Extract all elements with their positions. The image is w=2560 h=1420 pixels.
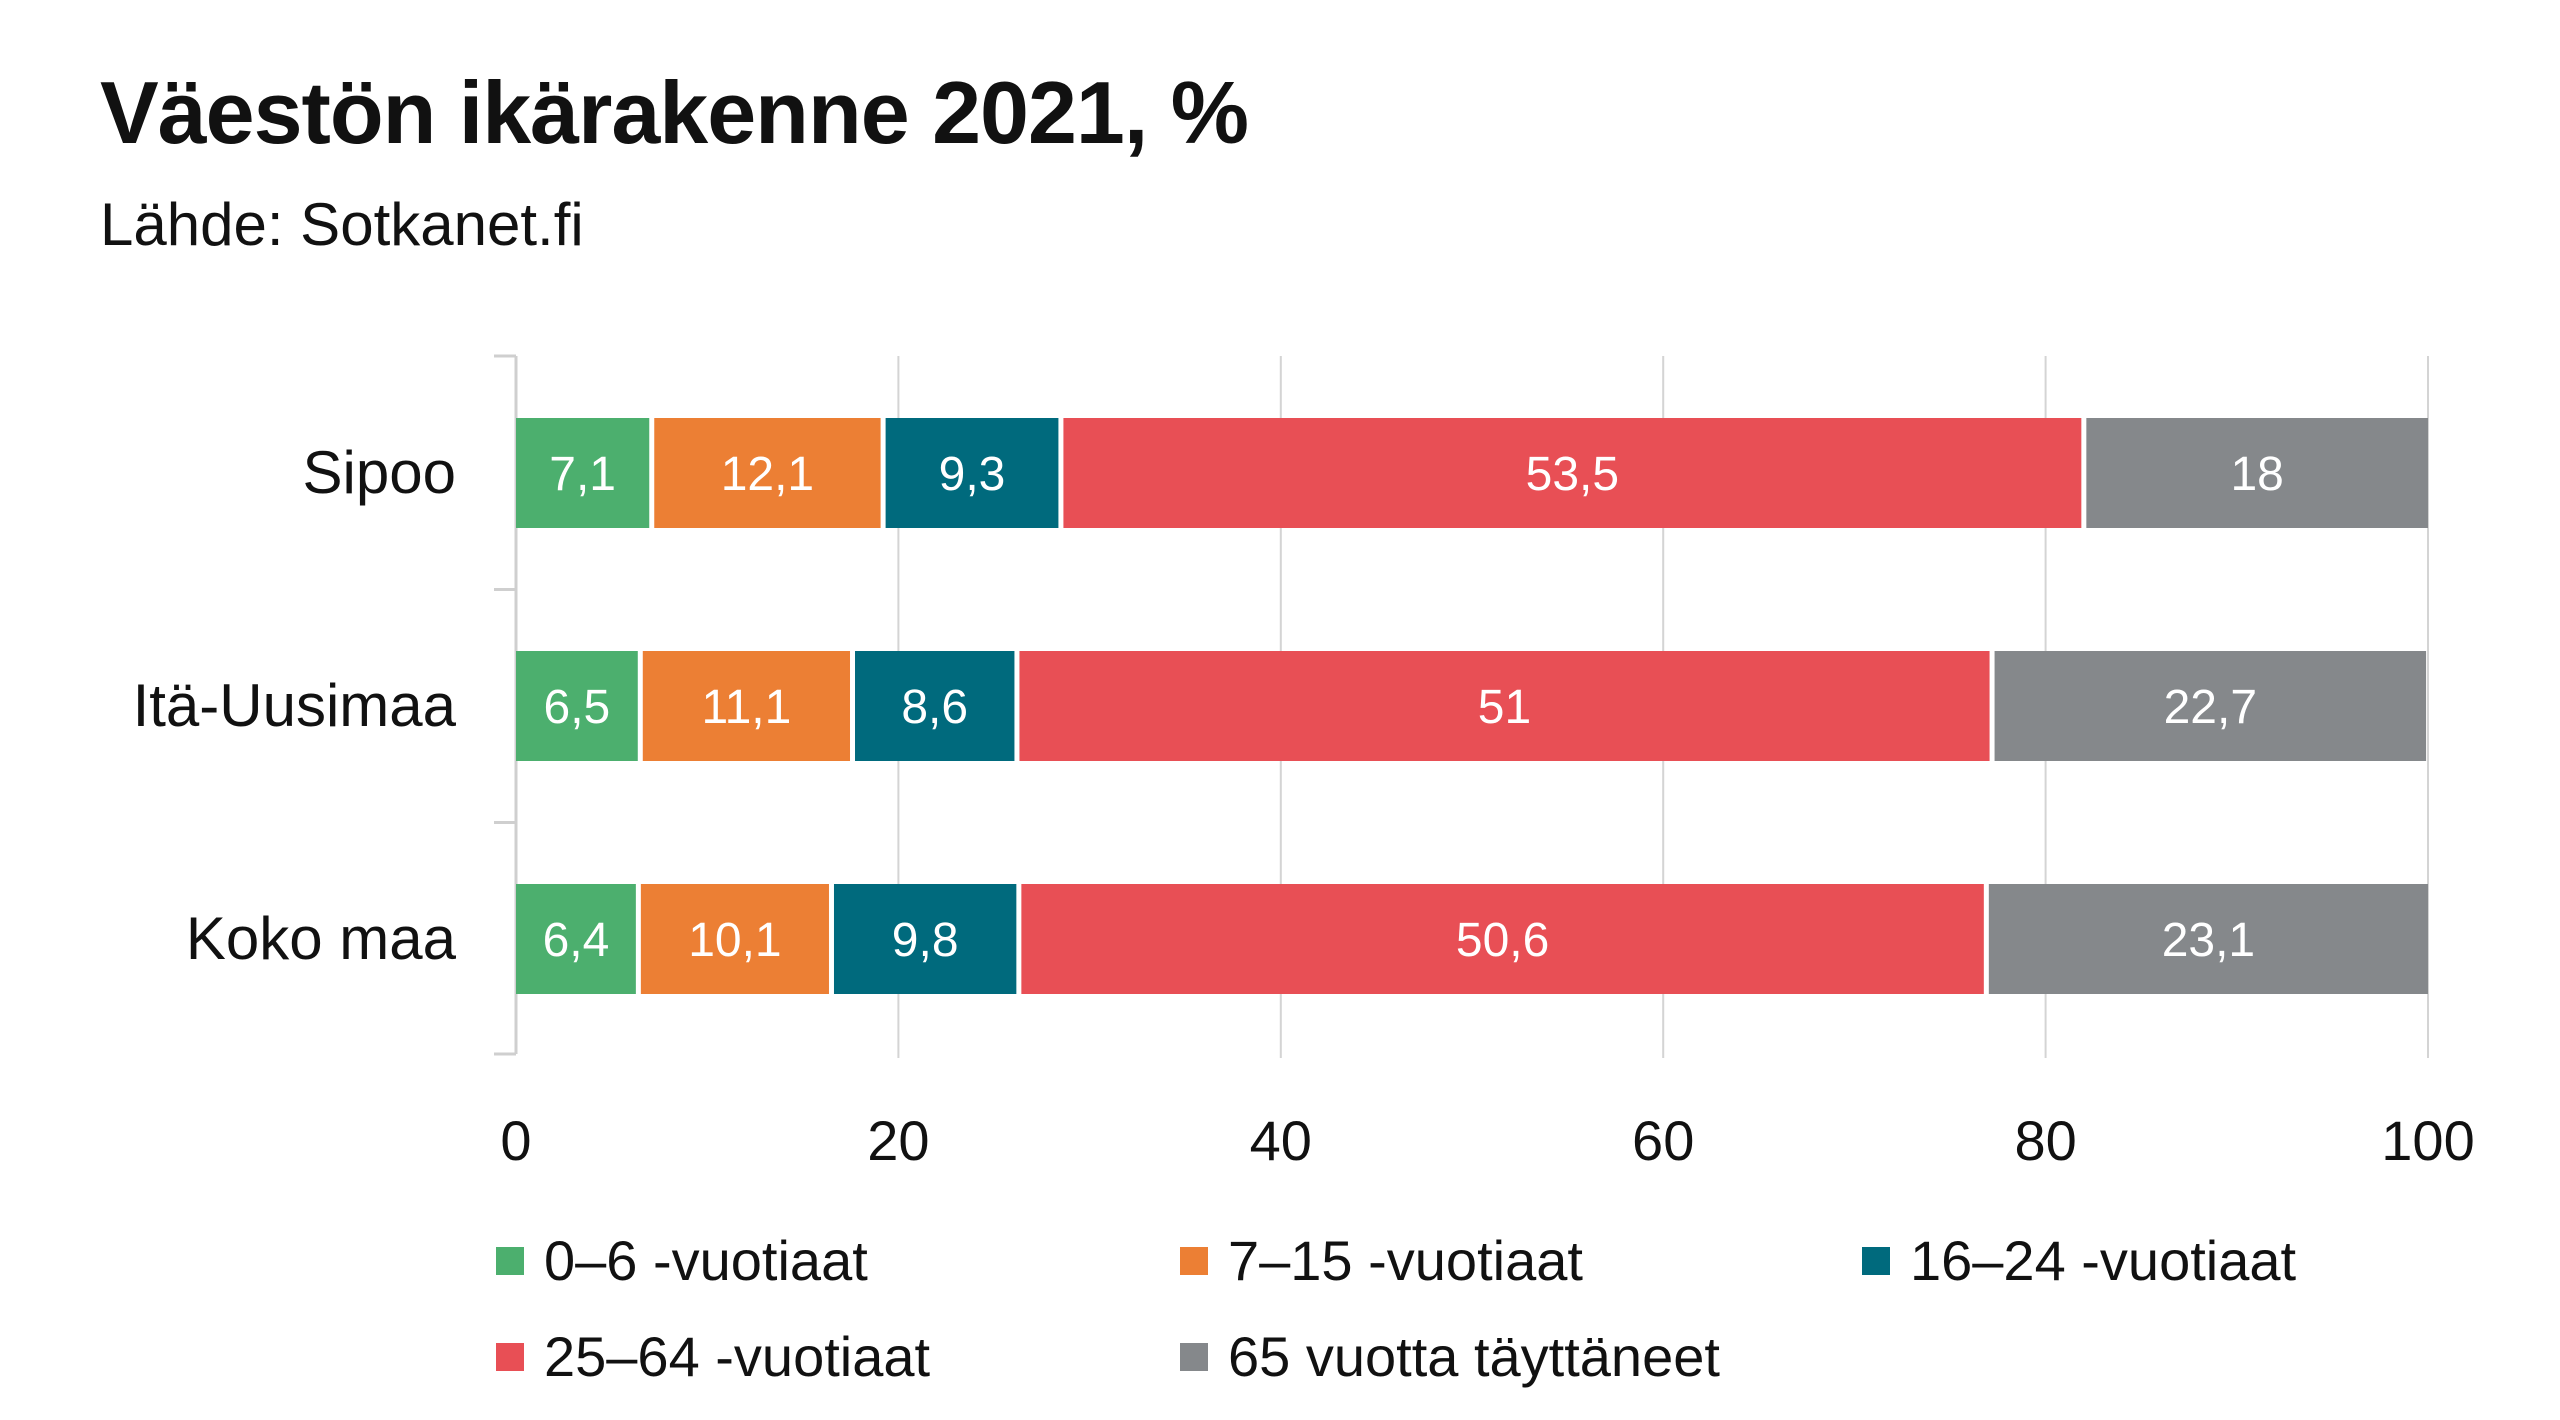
data-label: 8,6 [901,681,968,734]
x-tick-label: 80 [2014,1109,2076,1172]
x-tick-label: 60 [1632,1109,1694,1172]
bar-segment [516,884,636,994]
bar-segment [654,418,881,528]
bar-segment [640,884,829,994]
data-label: 53,5 [1526,448,1619,501]
bar-segment [1994,651,2427,761]
x-tick-label: 100 [2381,1109,2474,1172]
bar-segment [833,884,1017,994]
bar-segment [642,651,851,761]
x-tick-label: 40 [1250,1109,1312,1172]
x-tick-label: 20 [867,1109,929,1172]
chart-subtitle: Lähde: Sotkanet.fi [100,191,584,258]
bar-segment [855,651,1015,761]
data-label: 12,1 [721,448,814,501]
bar-segment [516,418,650,528]
data-label: 7,1 [549,448,616,501]
bar-segment [1021,884,1984,994]
chart-title: Väestön ikärakenne 2021, % [100,63,1249,162]
data-label: 10,1 [688,914,781,967]
data-label: 6,4 [543,914,610,967]
category-label: Itä-Uusimaa [133,672,457,739]
data-label: 18 [2230,448,2283,501]
bar-segment [1019,651,1990,761]
data-label: 50,6 [1456,914,1549,967]
data-label: 51 [1478,681,1531,734]
bar-segment [885,418,1059,528]
category-label: Koko maa [186,905,457,972]
data-label: 23,1 [2162,914,2255,967]
bar-segment [2086,418,2428,528]
data-label: 11,1 [701,681,791,734]
bar-segment [1988,884,2428,994]
data-label: 22,7 [2164,681,2257,734]
data-label: 6,5 [544,681,611,734]
bar-segment [516,651,638,761]
bar-segment [1063,418,2082,528]
data-label: 9,3 [939,448,1006,501]
data-label: 9,8 [892,914,959,967]
x-tick-label: 0 [500,1109,531,1172]
category-label: Sipoo [303,439,456,506]
